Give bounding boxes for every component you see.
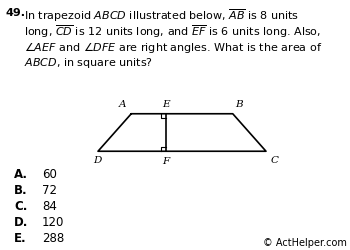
Text: D.: D. xyxy=(14,216,28,229)
Text: 120: 120 xyxy=(42,216,64,229)
Text: 288: 288 xyxy=(42,232,64,245)
Text: A.: A. xyxy=(14,168,28,180)
Text: $\it{ABCD}$, in square units?: $\it{ABCD}$, in square units? xyxy=(24,56,153,70)
Text: $\angle$$\it{AEF}$ and $\angle$$\it{DFE}$ are right angles. What is the area of: $\angle$$\it{AEF}$ and $\angle$$\it{DFE}… xyxy=(24,40,322,55)
Text: 49.: 49. xyxy=(5,8,25,18)
Text: 72: 72 xyxy=(42,184,57,197)
Text: © ActHelper.com: © ActHelper.com xyxy=(262,238,346,248)
Text: In trapezoid $\it{ABCD}$ illustrated below, $\it{\overline{AB}}$ is 8 units: In trapezoid $\it{ABCD}$ illustrated bel… xyxy=(24,8,299,24)
Text: A: A xyxy=(119,100,127,109)
Text: F: F xyxy=(163,157,170,166)
Text: 60: 60 xyxy=(42,168,57,180)
Text: E.: E. xyxy=(14,232,27,245)
Text: C: C xyxy=(271,156,279,165)
Text: D: D xyxy=(93,156,101,165)
Text: B: B xyxy=(235,100,243,109)
Text: C.: C. xyxy=(14,200,27,213)
Text: 84: 84 xyxy=(42,200,57,213)
Text: B.: B. xyxy=(14,184,28,197)
Text: long, $\it{\overline{CD}}$ is 12 units long, and $\it{\overline{EF}}$ is 6 units: long, $\it{\overline{CD}}$ is 12 units l… xyxy=(24,24,321,40)
Text: E: E xyxy=(162,100,170,109)
